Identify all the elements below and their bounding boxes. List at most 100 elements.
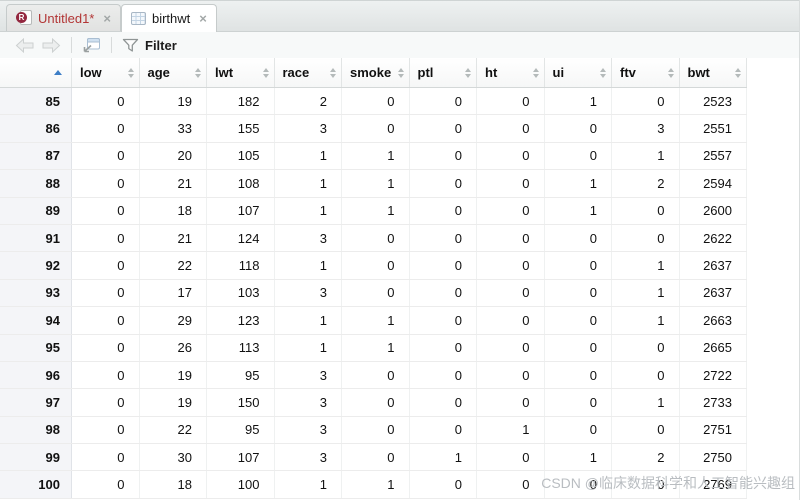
tab-birthwt[interactable]: birthwt × <box>120 4 217 32</box>
cell-age: 22 <box>140 252 207 279</box>
cell-bwt: 2665 <box>680 334 747 361</box>
cell-lwt: 107 <box>207 444 275 471</box>
cell-ftv: 0 <box>612 361 680 389</box>
sort-up-icon <box>532 67 539 72</box>
column-header-label: low <box>80 65 102 80</box>
column-header-label: race <box>282 65 310 80</box>
table-row: 87 0 20 105 1 1 0 0 0 1 2557 <box>0 142 747 171</box>
cell-lwt: 150 <box>207 389 275 416</box>
cell-ptl: 0 <box>410 170 477 197</box>
cell-race: 1 <box>275 334 342 361</box>
column-header[interactable]: age <box>140 58 207 87</box>
cell-ht: 1 <box>477 416 545 444</box>
column-header[interactable]: smoke <box>342 58 410 87</box>
cell-ui: 0 <box>545 361 612 389</box>
column-header-label: ht <box>485 65 498 80</box>
back-button[interactable] <box>12 37 38 53</box>
table-row: 98 0 22 95 3 0 0 1 0 0 2751 <box>0 416 747 445</box>
cell-lwt: 95 <box>207 416 275 444</box>
cell-ui: 1 <box>545 197 612 224</box>
cell-ht: 0 <box>477 361 545 389</box>
cell-age: 30 <box>140 444 207 471</box>
tab-bar: R Untitled1* × birthwt × <box>0 0 799 32</box>
table-row: 96 0 19 95 3 0 0 0 0 0 2722 <box>0 361 747 390</box>
cell-ptl: 0 <box>410 197 477 224</box>
cell-ptl: 0 <box>410 334 477 361</box>
tab-close-icon[interactable]: × <box>199 11 207 26</box>
row-number-header[interactable] <box>0 58 72 87</box>
column-header[interactable]: race <box>275 58 342 87</box>
cell-ui: 0 <box>545 279 612 307</box>
column-header-label: ui <box>552 65 565 80</box>
sort-arrows-icon <box>195 67 201 78</box>
cell-ptl: 0 <box>410 471 477 498</box>
filter-button[interactable]: Filter <box>119 38 180 53</box>
forward-arrow-icon <box>42 37 61 53</box>
cell-bwt: 2622 <box>680 224 747 252</box>
column-header[interactable]: low <box>72 58 140 87</box>
cell-ht: 0 <box>477 471 545 498</box>
cell-bwt: 2637 <box>680 252 747 279</box>
tab-untitled1[interactable]: R Untitled1* × <box>6 4 121 31</box>
table-row: 89 0 18 107 1 1 0 0 1 0 2600 <box>0 197 747 225</box>
cell-bwt: 2594 <box>680 170 747 197</box>
cell-race: 3 <box>275 361 342 389</box>
cell-bwt: 2663 <box>680 307 747 334</box>
data-table: low age lwt <box>0 58 747 499</box>
popout-button[interactable] <box>79 37 104 53</box>
column-header[interactable]: ptl <box>410 58 477 87</box>
toolbar-separator <box>71 37 72 53</box>
row-number-cell: 96 <box>0 361 72 389</box>
cell-ftv: 1 <box>612 279 680 307</box>
sort-up-icon <box>330 67 336 72</box>
column-header[interactable]: lwt <box>207 58 275 87</box>
cell-race: 3 <box>275 416 342 444</box>
cell-ui: 0 <box>545 224 612 252</box>
table-header-row: low age lwt <box>0 58 747 88</box>
cell-ptl: 0 <box>410 279 477 307</box>
back-arrow-icon <box>15 37 34 53</box>
row-number-cell: 100 <box>0 471 72 498</box>
cell-ftv: 2 <box>612 170 680 197</box>
cell-smoke: 0 <box>342 115 410 142</box>
table-row: 86 0 33 155 3 0 0 0 0 3 2551 <box>0 115 747 143</box>
cell-ftv: 0 <box>612 334 680 361</box>
cell-bwt: 2637 <box>680 279 747 307</box>
column-header[interactable]: ht <box>477 58 545 87</box>
cell-low: 0 <box>72 416 140 444</box>
cell-lwt: 100 <box>207 471 275 498</box>
cell-smoke: 1 <box>342 334 410 361</box>
table-row: 93 0 17 103 3 0 0 0 0 1 2637 <box>0 279 747 308</box>
cell-race: 1 <box>275 170 342 197</box>
table-row: 95 0 26 113 1 1 0 0 0 0 2665 <box>0 334 747 362</box>
cell-ui: 0 <box>545 471 612 498</box>
cell-ftv: 1 <box>612 307 680 334</box>
cell-ftv: 0 <box>612 416 680 444</box>
cell-ptl: 0 <box>410 224 477 252</box>
tab-close-icon[interactable]: × <box>103 10 111 26</box>
cell-lwt: 103 <box>207 279 275 307</box>
cell-lwt: 123 <box>207 307 275 334</box>
table-row: 99 0 30 107 3 0 1 0 1 2 2750 <box>0 444 747 472</box>
cell-bwt: 2600 <box>680 197 747 224</box>
table-grid-icon <box>130 12 146 25</box>
sort-up-icon <box>600 67 606 72</box>
cell-ht: 0 <box>477 224 545 252</box>
sort-up-icon <box>397 67 404 72</box>
cell-bwt: 2751 <box>680 416 747 444</box>
viewer-toolbar: Filter <box>0 32 799 58</box>
column-header[interactable]: ui <box>545 58 612 87</box>
cell-race: 1 <box>275 307 342 334</box>
cell-ftv: 0 <box>612 224 680 252</box>
column-header-label: smoke <box>350 65 392 80</box>
column-header[interactable]: bwt <box>680 58 747 87</box>
cell-ptl: 0 <box>410 416 477 444</box>
cell-age: 18 <box>140 197 207 224</box>
sort-arrows-icon <box>600 67 606 78</box>
cell-ht: 0 <box>477 115 545 142</box>
column-header[interactable]: ftv <box>612 58 680 87</box>
table-body: 85 0 19 182 2 0 0 0 1 0 2523 86 0 33 <box>0 88 747 499</box>
cell-lwt: 107 <box>207 197 275 224</box>
forward-button[interactable] <box>38 37 64 53</box>
cell-low: 0 <box>72 142 140 170</box>
